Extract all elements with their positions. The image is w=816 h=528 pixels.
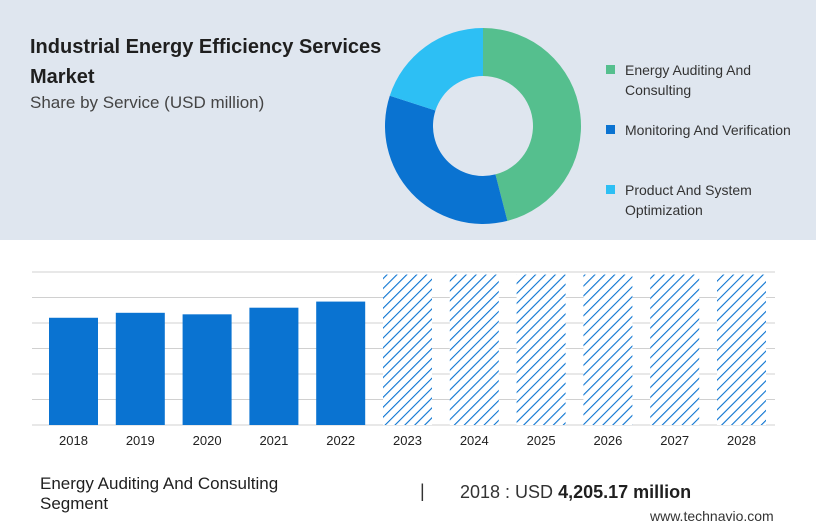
segment-label: Energy Auditing And Consulting Segment xyxy=(40,474,279,513)
bar-2027 xyxy=(650,274,700,425)
segment-value-prefix: 2018 : USD xyxy=(460,482,554,502)
x-tick-2024: 2024 xyxy=(460,433,489,448)
donut-chart xyxy=(385,28,581,224)
x-tick-2027: 2027 xyxy=(660,433,689,448)
legend-label: Product And System Optimization xyxy=(625,182,752,218)
bar-2028 xyxy=(717,274,766,425)
legend-swatch-blue xyxy=(606,125,615,134)
bar-2021 xyxy=(249,307,299,425)
donut-slice-1 xyxy=(385,95,508,224)
bar-2024 xyxy=(449,274,499,425)
bar-2019 xyxy=(115,312,165,425)
legend-item-energy-auditing: Energy Auditing And Consulting xyxy=(606,60,806,120)
legend-label: Monitoring And Verification xyxy=(625,122,791,138)
x-tick-2028: 2028 xyxy=(727,433,756,448)
segment-value: 2018 : USD 4,205.17 million xyxy=(460,482,691,503)
bar-2025 xyxy=(516,274,566,425)
x-tick-2020: 2020 xyxy=(193,433,222,448)
legend-swatch-green xyxy=(606,65,615,74)
bar-2018 xyxy=(49,317,98,425)
legend-swatch-light-blue xyxy=(606,185,615,194)
bar-chart: 2018 2019 2020 2021 2022 2023 2024 2025 2026 2027… xyxy=(32,271,775,448)
x-tick-2026: 2026 xyxy=(593,433,622,448)
bar-2026 xyxy=(583,274,633,425)
donut-slice-2 xyxy=(389,28,483,111)
x-tick-2019: 2019 xyxy=(126,433,155,448)
watermark: www.technavio.com xyxy=(650,508,774,524)
legend: Energy Auditing And Consulting Monitorin… xyxy=(606,60,806,240)
x-tick-2022: 2022 xyxy=(326,433,355,448)
footer-separator: | xyxy=(420,481,425,501)
bar-2023 xyxy=(383,274,432,425)
x-tick-2018: 2018 xyxy=(59,433,88,448)
donut-slice-0 xyxy=(483,28,581,221)
x-tick-2021: 2021 xyxy=(259,433,288,448)
x-tick-2023: 2023 xyxy=(393,433,422,448)
legend-item-product-optimization: Product And System Optimization xyxy=(606,180,806,240)
legend-item-monitoring: Monitoring And Verification xyxy=(606,120,806,180)
chart-subtitle: Share by Service (USD million) xyxy=(30,93,265,112)
legend-label: Energy Auditing And Consulting xyxy=(625,62,752,98)
x-tick-2025: 2025 xyxy=(527,433,556,448)
bar-2020 xyxy=(182,314,232,425)
bar-2022 xyxy=(316,301,366,425)
segment-value-amount: 4,205.17 million xyxy=(558,482,692,502)
chart-title: Industrial Energy Efficiency Services Ma… xyxy=(30,36,382,88)
